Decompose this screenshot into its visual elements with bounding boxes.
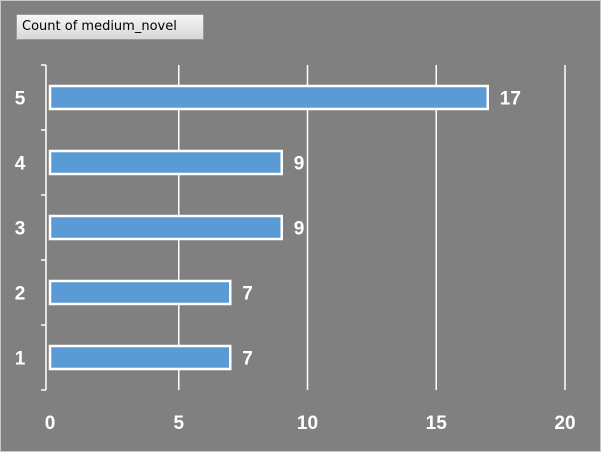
category-label: 3 [15, 219, 26, 240]
data-label: 9 [294, 154, 305, 175]
data-label: 7 [242, 284, 253, 305]
field-button[interactable]: Count of medium_novel [16, 14, 204, 40]
category-label: 2 [15, 284, 26, 305]
bar-5[interactable] [48, 84, 489, 111]
x-tick-label: 5 [173, 413, 184, 434]
field-button-label: Count of medium_novel [22, 19, 177, 34]
category-label: 4 [15, 154, 26, 175]
x-tick-label: 0 [45, 413, 56, 434]
data-label: 9 [294, 219, 305, 240]
bar-1[interactable] [48, 344, 232, 371]
x-tick-label: 15 [426, 413, 448, 434]
bar-3[interactable] [48, 214, 283, 241]
x-tick-label: 20 [554, 413, 575, 434]
bar-4[interactable] [48, 149, 283, 176]
x-tick-label: 10 [297, 413, 318, 434]
category-label: 5 [15, 89, 26, 110]
bar-2[interactable] [48, 279, 232, 306]
data-label: 7 [242, 349, 253, 370]
data-label: 17 [500, 89, 521, 110]
category-label: 1 [15, 349, 26, 370]
